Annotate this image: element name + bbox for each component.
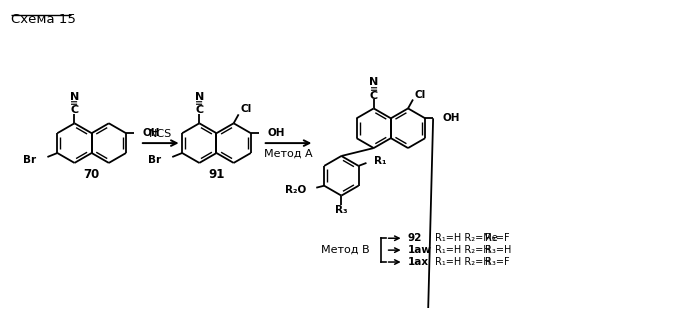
Text: 70: 70 [83,168,100,181]
Text: ≡: ≡ [71,99,78,108]
Text: OH: OH [267,128,285,138]
Text: C: C [71,105,78,115]
Text: R₃=F: R₃=F [485,257,510,267]
Text: 92: 92 [407,233,422,243]
Text: Схема 15: Схема 15 [11,13,76,26]
Text: 91: 91 [209,168,225,181]
Text: OH: OH [143,128,160,138]
Text: 1aw: 1aw [407,245,431,255]
Text: C: C [370,91,378,100]
Text: R₁: R₁ [374,156,387,166]
Text: Br: Br [23,155,36,165]
Text: Cl: Cl [241,104,252,114]
Text: OH: OH [442,113,459,123]
Text: R₁=H R₂=Me: R₁=H R₂=Me [435,233,498,243]
Text: 1ax: 1ax [407,257,428,267]
Text: Метод А: Метод А [264,149,313,159]
Text: ≡: ≡ [370,84,378,94]
Text: Br: Br [148,155,162,165]
Text: Метод В: Метод В [321,245,370,255]
Text: R₁=H R₂=H: R₁=H R₂=H [435,257,491,267]
Text: R₂O: R₂O [285,185,307,195]
Text: R₁=H R₂=H: R₁=H R₂=H [435,245,491,255]
Text: R₃: R₃ [335,205,348,215]
Text: Cl: Cl [415,90,426,99]
Text: C: C [195,105,204,115]
Text: N: N [70,91,79,102]
Text: R₃=F: R₃=F [485,233,510,243]
Text: N: N [195,91,204,102]
Text: ≡: ≡ [195,99,204,108]
Text: N: N [369,77,378,87]
Text: NCS: NCS [149,129,172,139]
Text: R₃=H: R₃=H [485,245,511,255]
